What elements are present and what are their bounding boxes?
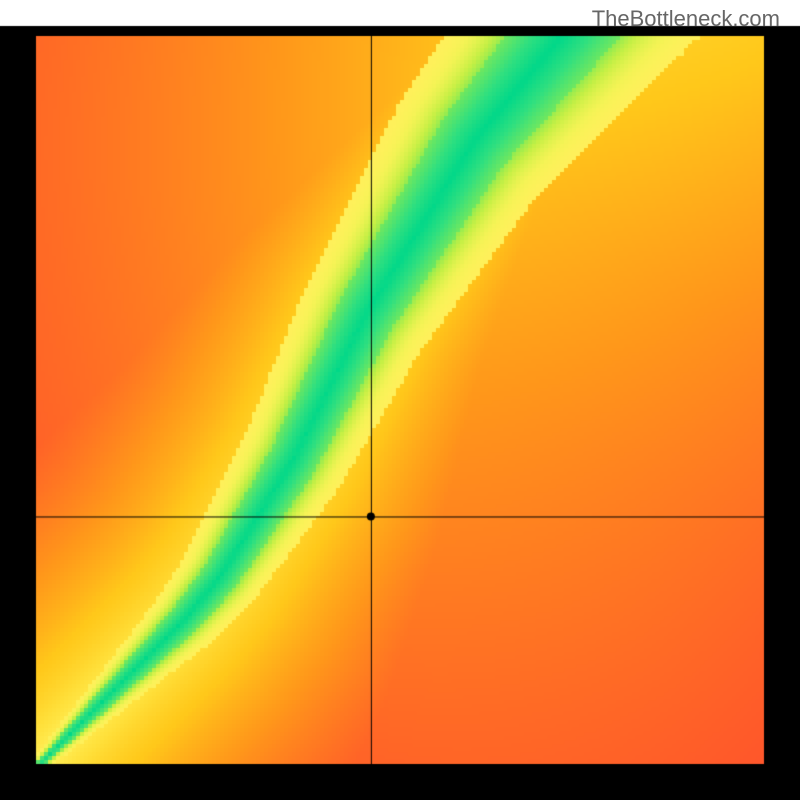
chart-container: TheBottleneck.com — [0, 0, 800, 800]
heatmap-canvas — [0, 0, 800, 800]
watermark-label: TheBottleneck.com — [592, 6, 780, 32]
